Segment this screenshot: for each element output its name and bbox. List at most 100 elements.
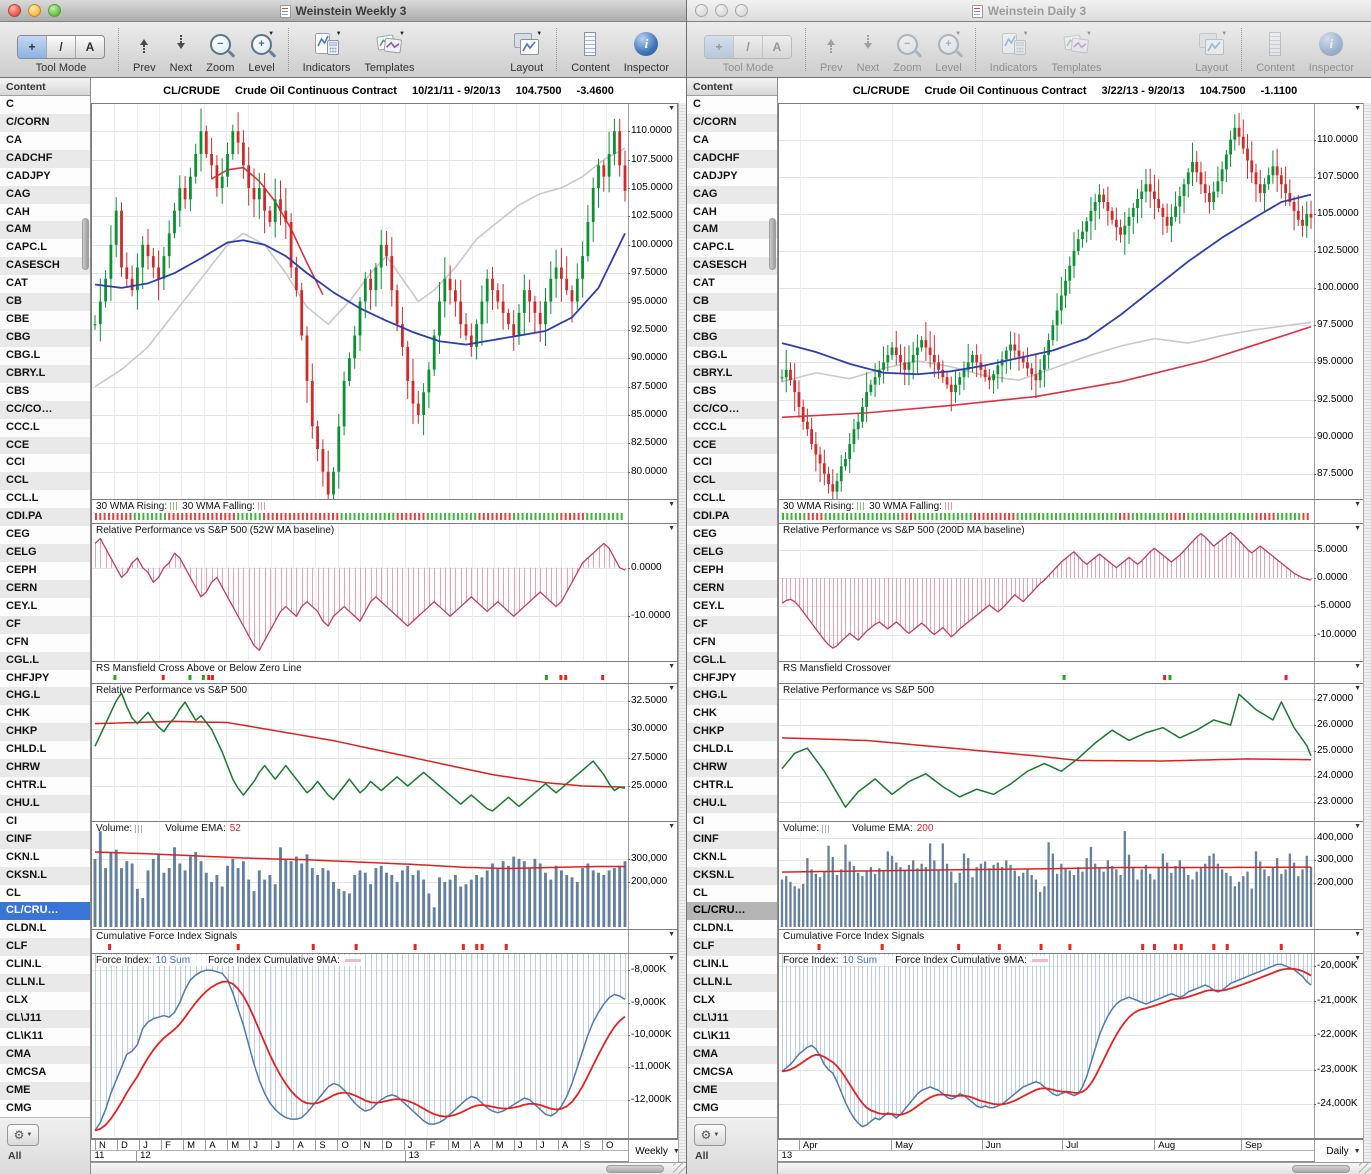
panel-caret-icon[interactable]: ▼ — [1354, 525, 1361, 532]
list-item[interactable]: CHFJPY — [0, 669, 90, 688]
list-item[interactable]: CLIN.L — [0, 956, 90, 975]
list-item[interactable]: CLLN.L — [687, 974, 777, 993]
rp-baseline-panel-plot[interactable]: Relative Performance vs S&P 500 (200D MA… — [779, 524, 1315, 661]
layout-button[interactable]: ▼ Layout — [503, 22, 550, 77]
list-item[interactable]: CBG.L — [0, 346, 90, 365]
rp-baseline-panel-plot[interactable]: Relative Performance vs S&P 500 (52W MA … — [92, 524, 629, 661]
list-item[interactable]: CGL.L — [0, 651, 90, 670]
list-item[interactable]: CAH — [687, 203, 777, 222]
list-item[interactable]: CLDN.L — [0, 920, 90, 939]
list-item[interactable]: CL\J11 — [0, 1010, 90, 1028]
list-item[interactable]: CKSN.L — [0, 866, 90, 885]
panel-caret-icon[interactable]: ▼ — [668, 955, 675, 962]
force-index-panel-plot[interactable]: Force Index: 10 Sum Force Index Cumulative… — [92, 954, 629, 1138]
list-item[interactable]: CINF — [687, 830, 777, 849]
list-item[interactable]: CGL.L — [687, 651, 777, 670]
list-item[interactable]: CBE — [687, 311, 777, 329]
list-item[interactable]: CEY.L — [0, 597, 90, 616]
list-item[interactable]: CHTR.L — [687, 777, 777, 795]
list-item[interactable]: CB — [0, 293, 90, 312]
list-item[interactable]: CA — [687, 131, 777, 150]
symbol-list[interactable]: C C/CORN CA CADCHF CADJPY CAG CAH CAM CAPC.L CASE… — [687, 96, 777, 1118]
indicators-button[interactable]: ▼ Indicators — [983, 22, 1045, 77]
list-item[interactable]: CHG.L — [0, 687, 90, 706]
mansfield-signals-canvas[interactable] — [779, 673, 1314, 683]
content-button[interactable]: Content — [564, 22, 617, 77]
list-item[interactable]: CHFJPY — [687, 669, 777, 688]
list-item[interactable]: CMA — [687, 1045, 777, 1064]
layout-button[interactable]: ▼ Layout — [1188, 22, 1235, 77]
zoom-out-button[interactable]: − Zoom — [199, 22, 241, 77]
panel-caret-icon[interactable]: ▼ — [668, 823, 675, 830]
list-item[interactable]: CME — [0, 1081, 90, 1100]
list-item[interactable]: CERN — [0, 579, 90, 598]
cfi-signals-panel-plot[interactable]: Cumulative Force Index Signals — [92, 930, 629, 953]
list-item[interactable]: CCL — [687, 472, 777, 491]
panel-caret-icon[interactable]: ▼ — [1354, 685, 1361, 692]
volume-canvas[interactable] — [92, 822, 628, 928]
rp-line-panel-plot[interactable]: Relative Performance vs S&P 500 — [779, 684, 1315, 821]
list-item[interactable]: C/CORN — [687, 113, 777, 132]
indicators-button[interactable]: ▼ Indicators — [296, 22, 358, 77]
list-item[interactable]: CHG.L — [687, 687, 777, 706]
templates-button[interactable]: ▼ Templates — [357, 22, 421, 77]
list-item[interactable]: CKN.L — [687, 848, 777, 867]
panel-caret-icon[interactable]: ▼ — [1354, 955, 1361, 962]
list-item[interactable]: CL\K11 — [687, 1027, 777, 1046]
list-item[interactable]: CLX — [687, 992, 777, 1011]
force-index-panel-plot[interactable]: Force Index: 10 Sum Force Index Cumulative… — [779, 954, 1315, 1138]
horizontal-scrollbar[interactable] — [778, 1162, 1371, 1174]
list-item[interactable]: CL/CRU… — [0, 902, 90, 921]
panel-caret-icon[interactable]: ▼ — [1354, 501, 1361, 508]
list-item[interactable]: CDI.PA — [0, 508, 90, 527]
list-item[interactable]: CB — [687, 293, 777, 312]
prev-button[interactable]: Prev — [813, 22, 850, 77]
list-item[interactable]: CHU.L — [0, 794, 90, 813]
list-item[interactable]: CCI — [687, 454, 777, 473]
list-item[interactable]: CFN — [0, 633, 90, 652]
list-item[interactable]: CERN — [687, 579, 777, 598]
tool-crosshair-button[interactable]: + — [705, 36, 734, 58]
list-item[interactable]: CADCHF — [0, 149, 90, 168]
list-item[interactable]: CEPH — [687, 561, 777, 580]
hscroll-thumb[interactable] — [606, 1165, 664, 1173]
timeframe-selector[interactable]: Daily ▼ — [1314, 1139, 1371, 1162]
price-canvas[interactable] — [779, 104, 1314, 499]
wma-ticks-canvas[interactable] — [92, 511, 628, 523]
list-item[interactable]: CBS — [687, 382, 777, 401]
list-item[interactable]: CL\K11 — [0, 1027, 90, 1046]
list-item[interactable]: CADJPY — [687, 167, 777, 186]
list-item[interactable]: CEG — [687, 526, 777, 545]
list-item[interactable]: CLX — [0, 992, 90, 1011]
list-item[interactable]: CLF — [0, 938, 90, 957]
force-index-canvas[interactable] — [92, 954, 628, 1137]
rp-baseline-canvas[interactable] — [92, 524, 628, 660]
volume-panel-plot[interactable]: Volume: Volume EMA: 200 — [779, 822, 1315, 929]
list-item[interactable]: CCC.L — [0, 418, 90, 437]
list-item[interactable]: CKSN.L — [687, 866, 777, 885]
panel-caret-icon[interactable]: ▼ — [1354, 931, 1361, 938]
list-item[interactable]: CHKP — [0, 723, 90, 742]
list-item[interactable]: CF — [0, 615, 90, 634]
minimize-button[interactable] — [715, 4, 728, 17]
list-item[interactable]: CLF — [687, 938, 777, 957]
list-item[interactable]: CMG — [687, 1099, 777, 1118]
list-item[interactable]: CKN.L — [0, 848, 90, 867]
tool-trendline-button[interactable]: / — [734, 36, 763, 58]
panel-caret-icon[interactable]: ▼ — [668, 663, 675, 670]
sidebar-scrollbar-thumb[interactable] — [82, 218, 89, 270]
list-item[interactable]: CHLD.L — [0, 741, 90, 760]
resize-grip[interactable] — [673, 1162, 686, 1174]
list-item[interactable]: CHU.L — [687, 794, 777, 813]
next-button[interactable]: Next — [850, 22, 887, 77]
panel-caret-icon[interactable]: ▼ — [668, 525, 675, 532]
list-item[interactable]: CHK — [687, 705, 777, 724]
templates-button[interactable]: ▼ Templates — [1044, 22, 1108, 77]
list-item[interactable]: CDI.PA — [687, 508, 777, 527]
zoom-button[interactable] — [48, 4, 61, 17]
price-panel-plot[interactable] — [92, 104, 629, 499]
resize-grip[interactable] — [1359, 1162, 1371, 1174]
tool-mode-segmented-control[interactable]: + / A — [704, 35, 792, 59]
list-item[interactable]: CBG — [0, 328, 90, 347]
list-item[interactable]: CELG — [0, 544, 90, 562]
